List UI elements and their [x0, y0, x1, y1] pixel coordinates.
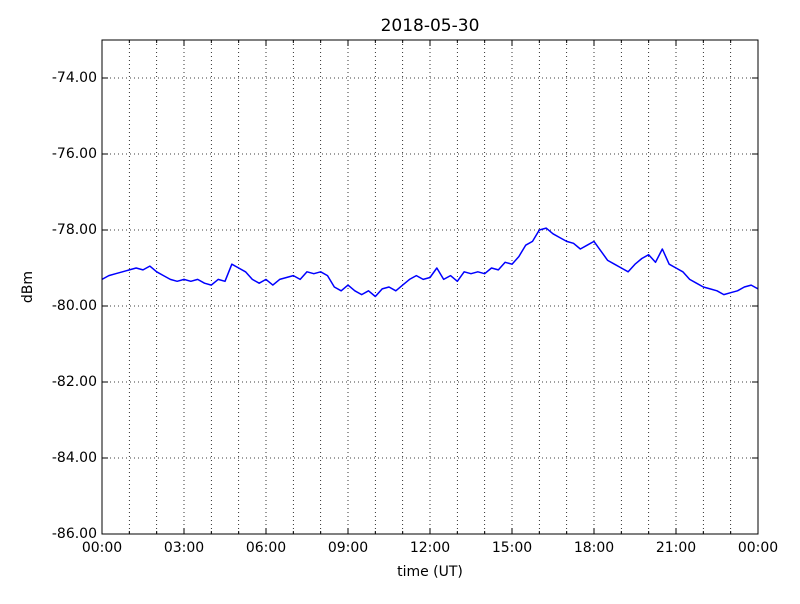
x-tick-label: 00:00	[738, 540, 778, 556]
x-tick-label: 18:00	[574, 540, 614, 556]
y-tick-label: -80.00	[52, 298, 97, 314]
x-tick-label: 21:00	[656, 540, 696, 556]
y-tick-label: -84.00	[52, 450, 97, 466]
x-tick-label: 06:00	[246, 540, 286, 556]
x-tick-label: 12:00	[410, 540, 450, 556]
y-tick-label: -78.00	[52, 222, 97, 238]
x-tick-label: 03:00	[164, 540, 204, 556]
x-axis-label: time (UT)	[397, 564, 463, 580]
y-axis-label: dBm	[20, 271, 36, 303]
x-tick-label: 00:00	[82, 540, 122, 556]
plot-frame	[101, 39, 759, 535]
chart-title: 2018-05-30	[381, 16, 480, 36]
y-tick-label: -74.00	[52, 70, 97, 86]
x-tick-label: 09:00	[328, 540, 368, 556]
y-tick-label: -86.00	[52, 526, 97, 542]
data-line	[101, 227, 759, 298]
y-tick-label: -76.00	[52, 146, 97, 162]
x-tick-label: 15:00	[492, 540, 532, 556]
y-tick-label: -82.00	[52, 374, 97, 390]
